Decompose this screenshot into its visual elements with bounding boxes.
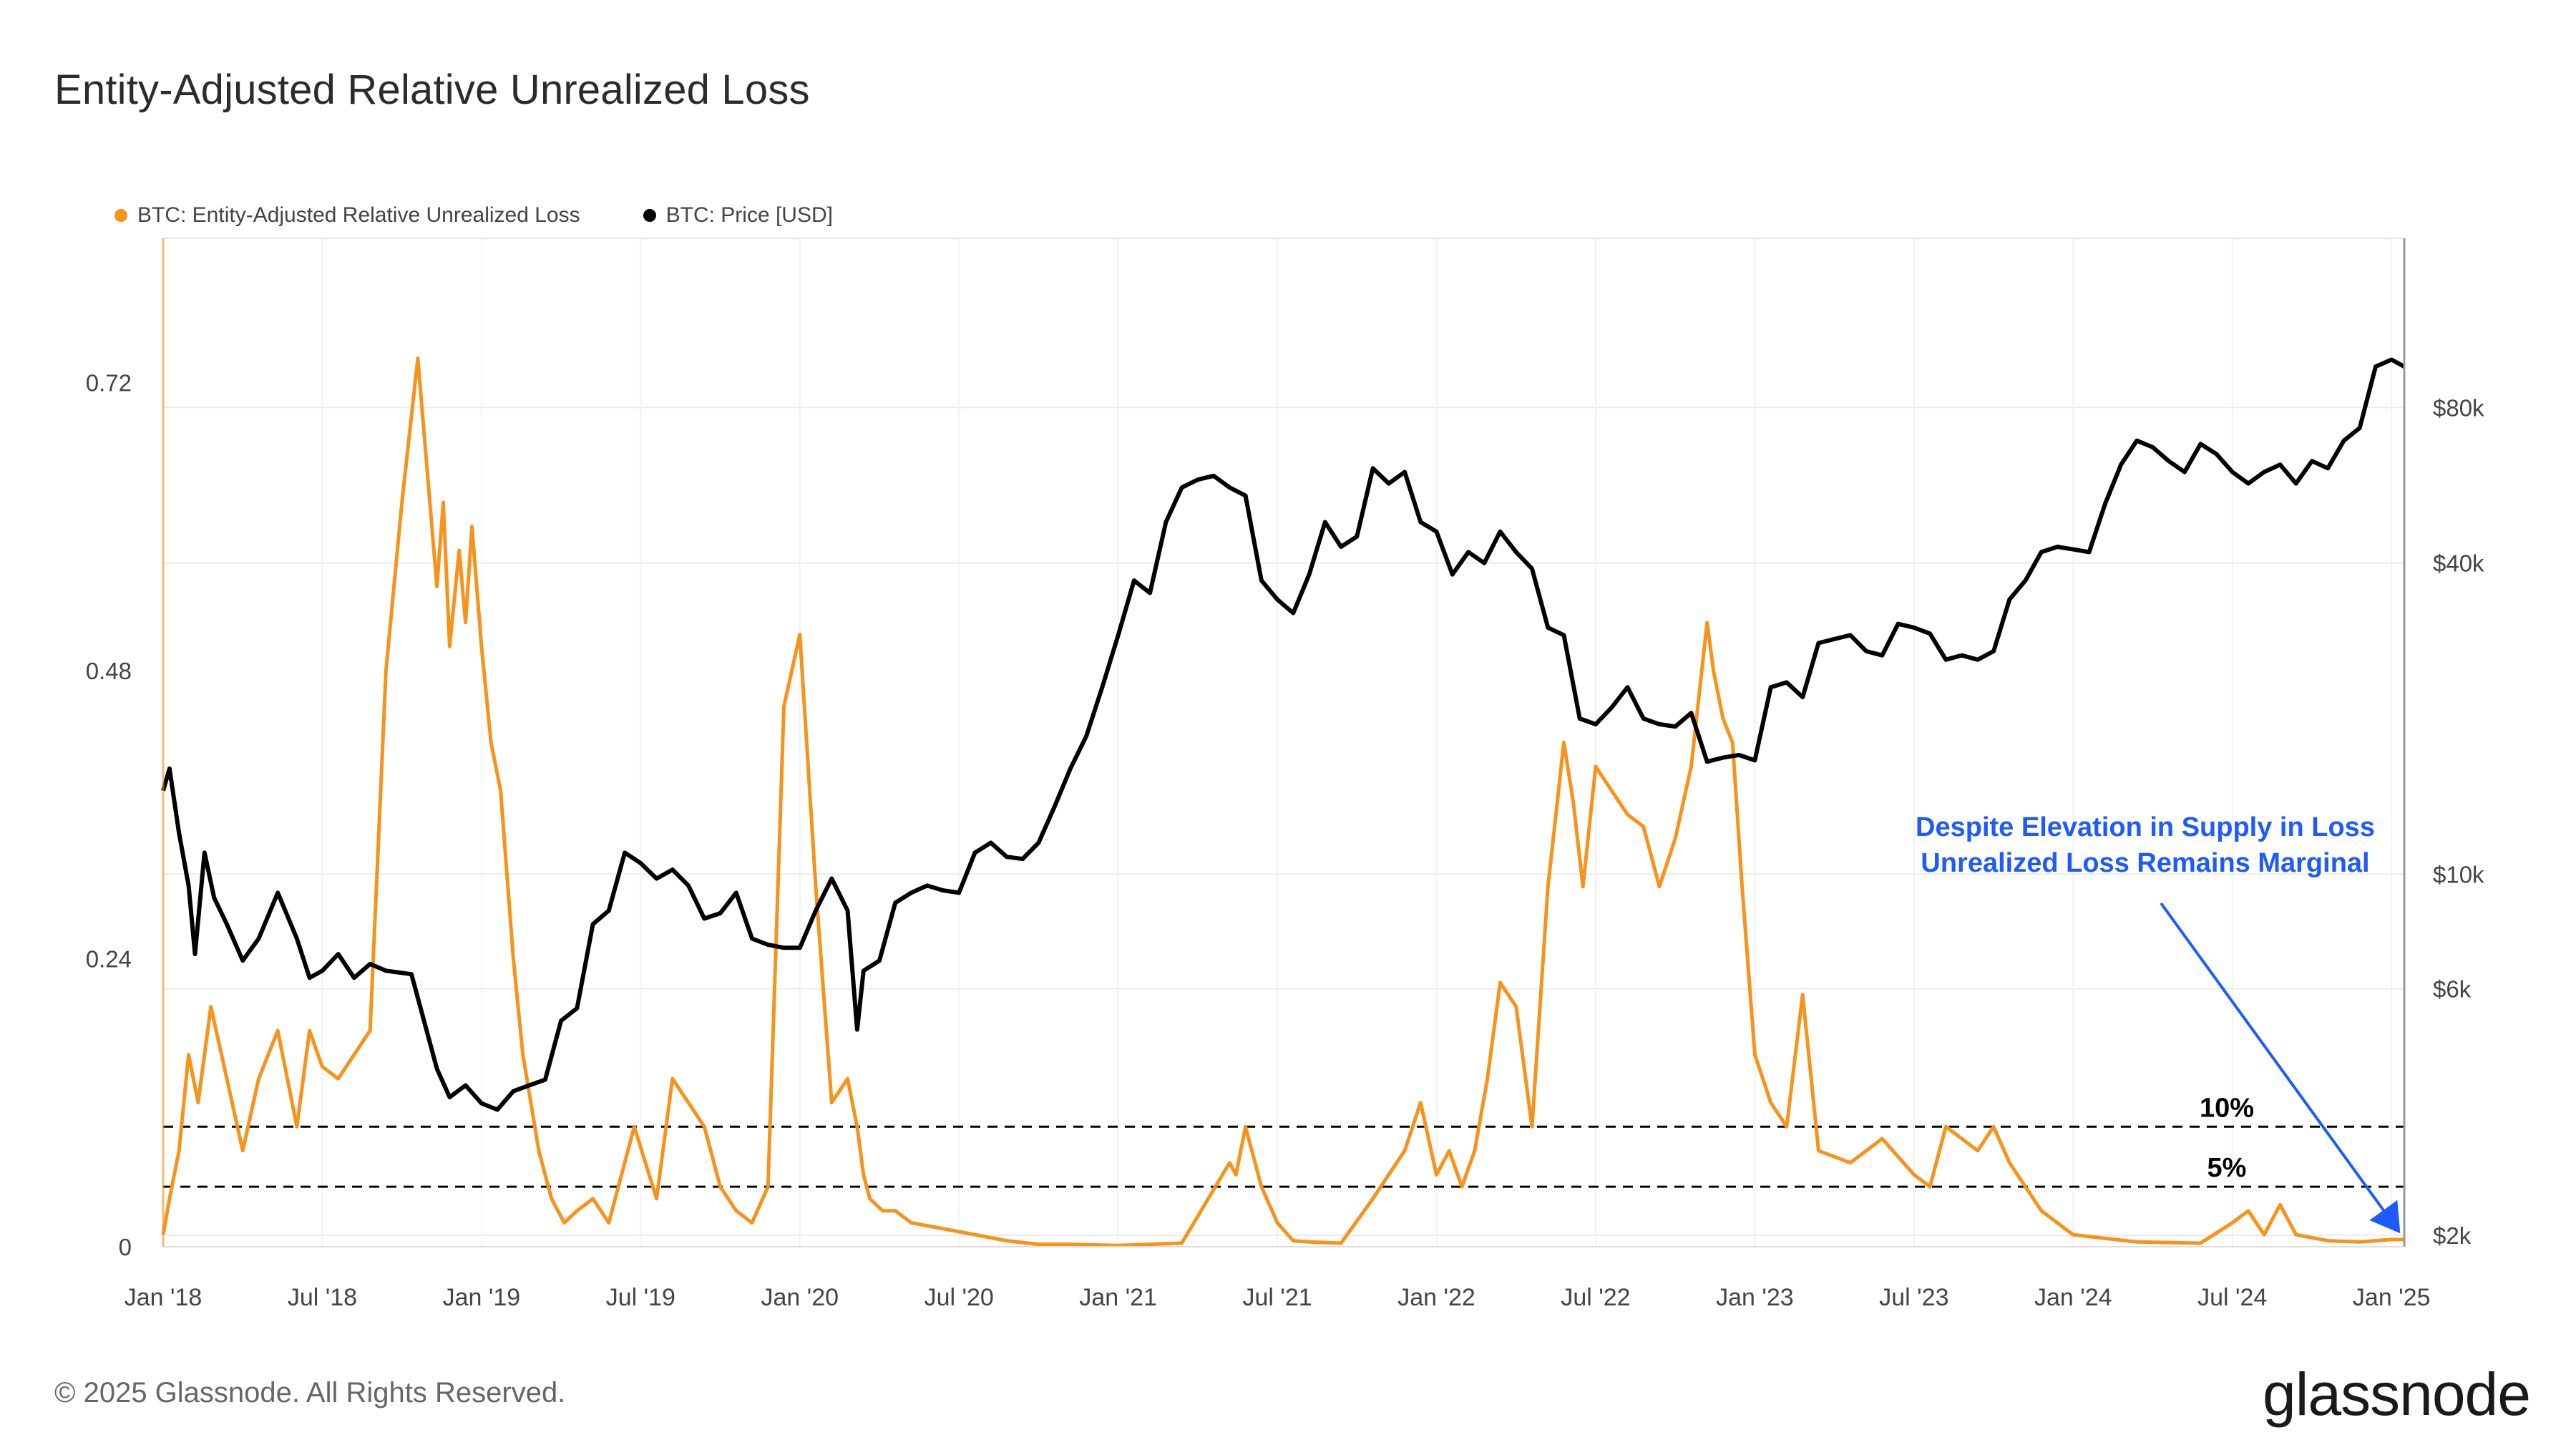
y-right-tick-label: $80k [2433,394,2484,421]
y-left-tick-label: 0.24 [86,945,132,972]
series-line-btc-price [161,357,2406,1112]
annotation-text-line-0: Despite Elevation in Supply in Loss [1916,812,2375,842]
x-tick-label: Jan '20 [761,1284,839,1311]
y-right-tick-label: $10k [2433,861,2484,887]
reference-label-0: 10% [2200,1093,2254,1123]
legend-item-price[interactable]: BTC: Price [USD] [643,203,833,228]
x-tick-label: Jul '19 [606,1284,675,1311]
legend-dot-loss [114,209,127,222]
x-tick-label: Jul '24 [2197,1284,2267,1311]
series-line-unrealized-loss [161,356,2404,1247]
x-tick-label: Jan '23 [1716,1284,1794,1311]
legend-label-price: BTC: Price [USD] [665,203,833,227]
y-left-tick-label: 0.72 [86,369,132,396]
x-tick-label: Jan '21 [1079,1284,1157,1311]
x-tick-label: Jul '22 [1561,1284,1630,1311]
x-tick-label: Jan '24 [2034,1284,2112,1311]
x-tick-label: Jul '21 [1242,1284,1312,1311]
legend-item-loss[interactable]: BTC: Entity-Adjusted Relative Unrealized… [114,203,580,228]
y-left-tick-label: 0 [119,1234,132,1260]
x-tick-label: Jul '18 [288,1284,357,1311]
x-tick-label: Jan '18 [125,1284,203,1311]
y-left-tick-label: 0.48 [86,658,132,684]
annotation-arrow [2160,902,2401,1234]
x-tick-label: Jul '23 [1879,1284,1948,1311]
legend-label-loss: BTC: Entity-Adjusted Relative Unrealized… [137,203,580,227]
y-right-tick-label: $6k [2433,975,2472,1002]
y-right-tick-label: $2k [2433,1222,2472,1249]
legend-dot-price [643,209,656,222]
x-tick-label: Jan '25 [2353,1284,2431,1311]
chart-legend: BTC: Entity-Adjusted Relative Unrealized… [114,203,833,228]
x-tick-label: Jan '22 [1397,1284,1475,1311]
chart-title: Entity-Adjusted Relative Unrealized Loss [54,67,810,113]
y-right-tick-label: $40k [2433,550,2484,577]
x-tick-label: Jul '20 [924,1284,994,1311]
x-tick-label: Jan '19 [443,1284,521,1311]
glassnode-logo: glassnode [2263,1361,2531,1428]
annotation-text-line-1: Unrealized Loss Remains Marginal [1921,848,2369,878]
copyright-text: © 2025 Glassnode. All Rights Reserved. [54,1377,566,1408]
reference-label-1: 5% [2207,1153,2247,1183]
